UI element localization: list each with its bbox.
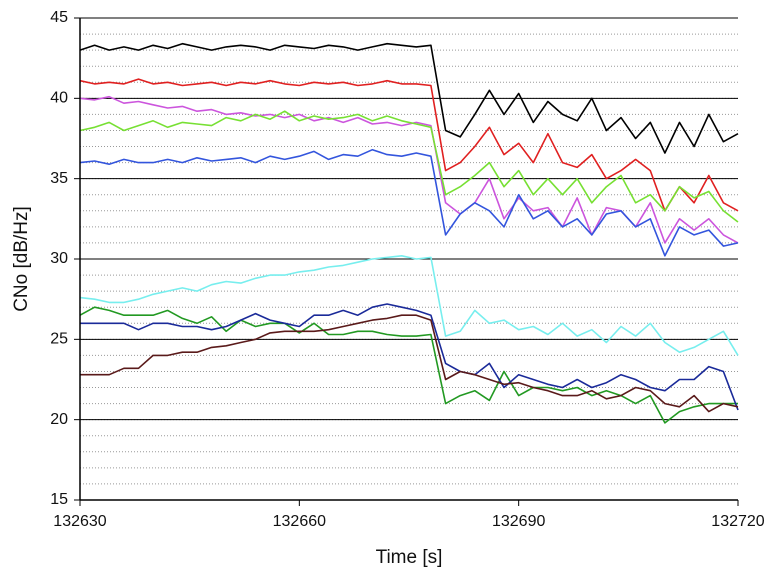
y-tick-label: 15 <box>50 491 68 508</box>
x-axis-label: Time [s] <box>376 547 443 568</box>
data-line <box>80 314 739 413</box>
x-tick-label: 132720 <box>711 513 764 530</box>
y-tick-label: 45 <box>50 9 68 26</box>
x-tick-label: 132660 <box>273 513 326 530</box>
data-line <box>79 78 739 212</box>
data-line <box>79 148 739 257</box>
y-tick-label: 25 <box>50 331 68 348</box>
x-tick-label: 132690 <box>492 513 545 530</box>
y-tick-label: 40 <box>50 90 68 107</box>
data-line <box>79 110 739 223</box>
data-line <box>79 306 738 424</box>
y-axis-label: CNo [dB/Hz] <box>11 206 32 312</box>
x-tick-label: 132630 <box>53 513 106 530</box>
y-tick-label: 35 <box>50 170 68 187</box>
data-line <box>80 303 739 411</box>
data-line <box>79 42 739 154</box>
y-tick-label: 30 <box>50 250 68 267</box>
data-line <box>79 95 739 244</box>
y-tick-label: 20 <box>50 411 68 428</box>
data-line <box>79 255 739 356</box>
